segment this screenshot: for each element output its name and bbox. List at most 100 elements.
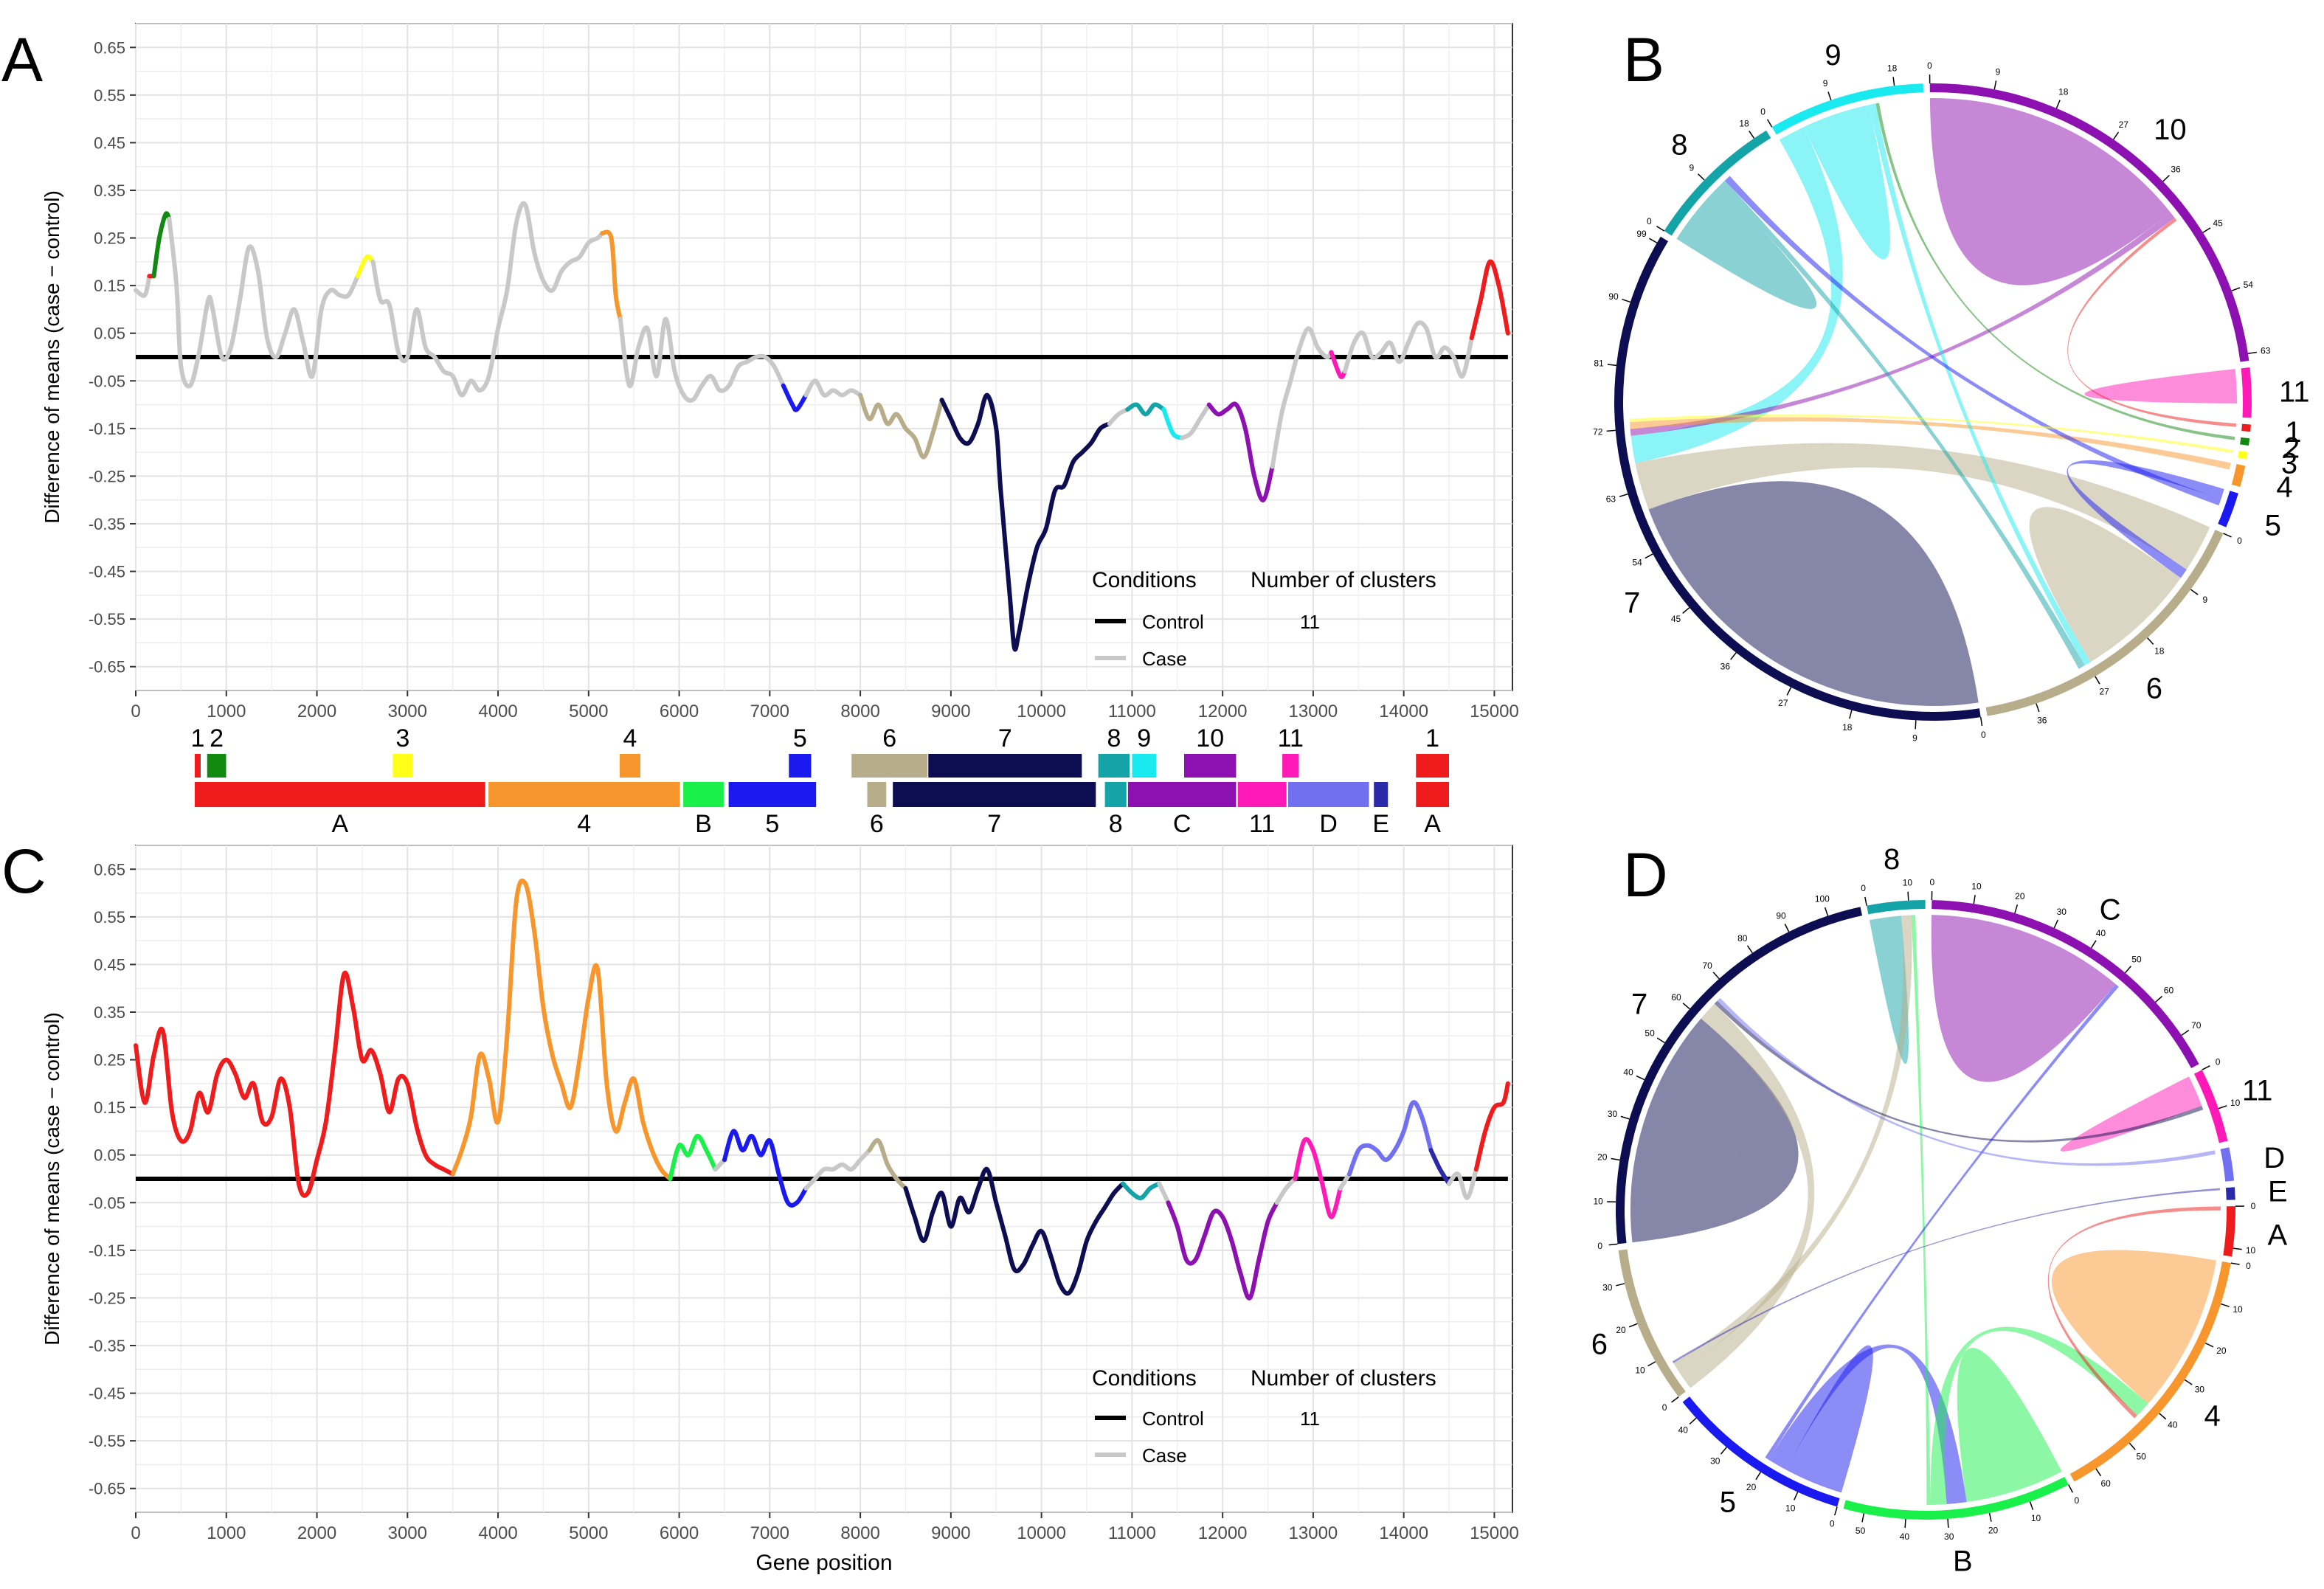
sector-tick xyxy=(2036,703,2040,713)
sector-tick xyxy=(1697,173,1705,181)
sector-tick xyxy=(2202,227,2211,233)
y-tick-label: -0.35 xyxy=(89,1337,125,1355)
sector-tick-label: 27 xyxy=(2119,120,2129,130)
sector-tick xyxy=(1861,1513,1865,1523)
sector-tick xyxy=(1656,1037,1665,1044)
sector-tick-label: 40 xyxy=(1678,1424,1689,1435)
cluster-top-6 xyxy=(851,754,928,778)
y-tick-label: 0.25 xyxy=(94,1051,125,1070)
cluster-d-segment xyxy=(1347,1100,1434,1177)
sector-tick-label: 50 xyxy=(1856,1526,1866,1536)
cluster-map: 1 2 3 4 5 6 7 8 9 10 11 1A 4 B 5 6 7 8 C 11 D E A xyxy=(191,724,1449,838)
sector-tick-label: 40 xyxy=(1623,1067,1633,1077)
sector-tick xyxy=(1767,119,1773,128)
sector-E xyxy=(2225,1187,2235,1200)
cluster-top-label: 4 xyxy=(623,724,637,752)
sector-tick xyxy=(2113,131,2120,140)
sector-tick xyxy=(1682,607,1690,614)
sector-tick xyxy=(2230,1262,2240,1265)
sector-tick xyxy=(2125,966,2131,974)
cluster-bottom-D xyxy=(1287,782,1369,807)
x-tick-label: 15000 xyxy=(1470,702,1519,721)
panel-c-y-axis-label: Difference of means (case − control) xyxy=(41,1012,63,1346)
sector-tick xyxy=(1993,80,1997,90)
sector-tick xyxy=(1622,298,1631,303)
sector-tick-label: 90 xyxy=(1776,911,1786,921)
panel-c-legend: Conditions Number of clusters Control Ca… xyxy=(1092,1366,1436,1467)
sector-tick-label: 27 xyxy=(1778,698,1788,708)
chord-link xyxy=(1768,1344,1967,1504)
sector-tick xyxy=(1636,1075,1645,1081)
sector-tick-label: 10 xyxy=(1971,881,1982,891)
sector-tick xyxy=(2202,1065,2210,1070)
cluster-top-2 xyxy=(207,754,226,778)
panel-c-x-ticks: 0 1000 2000 3000 4000 5000 6000 7000 8000 9000 100… xyxy=(131,1512,1519,1543)
cluster-bottom-C xyxy=(1127,782,1237,807)
sector-tick-label: 30 xyxy=(1710,1455,1720,1466)
cluster-a-segment xyxy=(134,970,455,1198)
sector-label: C xyxy=(2100,894,2121,927)
chord-link xyxy=(1629,417,2231,470)
chord-link xyxy=(1957,1348,2062,1503)
cluster-bottom-label: 8 xyxy=(1109,810,1123,838)
sector-tick-label: 27 xyxy=(2099,687,2109,697)
case-line-segment xyxy=(803,1148,872,1191)
sector-tick-label: 10 xyxy=(1593,1197,1603,1207)
sector-tick-label: 18 xyxy=(2154,645,2165,656)
cluster-top-5 xyxy=(789,754,812,778)
y-tick-label: -0.05 xyxy=(89,372,125,390)
sector-tick-label: 45 xyxy=(1671,614,1681,624)
legend-cluster-count: 11 xyxy=(1300,1408,1320,1430)
sector-tick xyxy=(1827,91,1832,100)
cluster-top-label: 1 xyxy=(1425,724,1439,752)
y-tick-label: 0.45 xyxy=(94,955,125,974)
sector-tick-label: 70 xyxy=(1703,960,1713,971)
sector-tick xyxy=(2055,100,2061,109)
sector-label: 4 xyxy=(2276,471,2292,503)
case-line-segment xyxy=(370,201,605,398)
panel-a-legend: Conditions Number of clusters Control Ca… xyxy=(1092,568,1436,670)
y-tick-label: 0.55 xyxy=(94,908,125,927)
cluster-top-label: 10 xyxy=(1196,724,1224,752)
chord-link xyxy=(1931,915,2116,1082)
sector-tick-label: 10 xyxy=(1635,1365,1645,1376)
cluster-6-segment xyxy=(858,392,944,460)
sector-tick-label: 30 xyxy=(1608,1109,1618,1119)
chord-link xyxy=(2060,1076,2202,1152)
y-tick-label: -0.65 xyxy=(89,658,125,676)
sector-tick xyxy=(1892,77,1895,86)
cluster-top-label: 7 xyxy=(998,724,1012,752)
sector-label: 8 xyxy=(1671,129,1687,162)
cluster-c-segment xyxy=(1166,1200,1279,1301)
sector-tick-label: 0 xyxy=(2246,1261,2251,1271)
sector-label: 11 xyxy=(2242,1075,2273,1107)
sector-2 xyxy=(2240,437,2250,446)
y-tick-label: -0.25 xyxy=(89,1289,125,1307)
cluster-2-segment xyxy=(151,211,172,279)
sector-tick-label: 10 xyxy=(2233,1304,2243,1315)
chord-link xyxy=(2051,1250,2217,1404)
x-tick-label: 4000 xyxy=(478,1523,517,1543)
sector-tick xyxy=(2190,589,2199,595)
sector-tick-label: 9 xyxy=(1690,162,1695,173)
case-line-segment xyxy=(1179,402,1211,440)
sector-tick-label: 50 xyxy=(1645,1028,1655,1039)
sector-tick-label: 20 xyxy=(1746,1482,1757,1492)
y-tick-label: -0.45 xyxy=(89,1385,125,1403)
sector-11 xyxy=(2241,367,2252,418)
legend-cluster-count: 11 xyxy=(1300,611,1320,633)
sector-tick-label: 54 xyxy=(2244,280,2254,290)
legend-case-label: Case xyxy=(1142,648,1187,670)
panel-a-y-axis-label: Difference of means (case − control) xyxy=(41,190,63,524)
sector-label: E xyxy=(2268,1176,2288,1208)
x-tick-label: 11000 xyxy=(1108,1523,1156,1543)
chord-link xyxy=(1678,1003,1815,1388)
sector-tick-label: 30 xyxy=(2057,907,2067,917)
panel-a-y-ticks: -0.65 -0.55 -0.45 -0.35 -0.25 -0.15 -0.05 0.05 0… xyxy=(89,38,136,676)
x-tick-label: 5000 xyxy=(569,702,608,721)
sector-tick xyxy=(1628,1323,1638,1328)
sector-tick xyxy=(2218,1105,2227,1109)
cluster-bottom-label: B xyxy=(695,810,712,838)
sector-tick-label: 30 xyxy=(1602,1283,1613,1293)
sector-tick xyxy=(1620,1115,1630,1120)
